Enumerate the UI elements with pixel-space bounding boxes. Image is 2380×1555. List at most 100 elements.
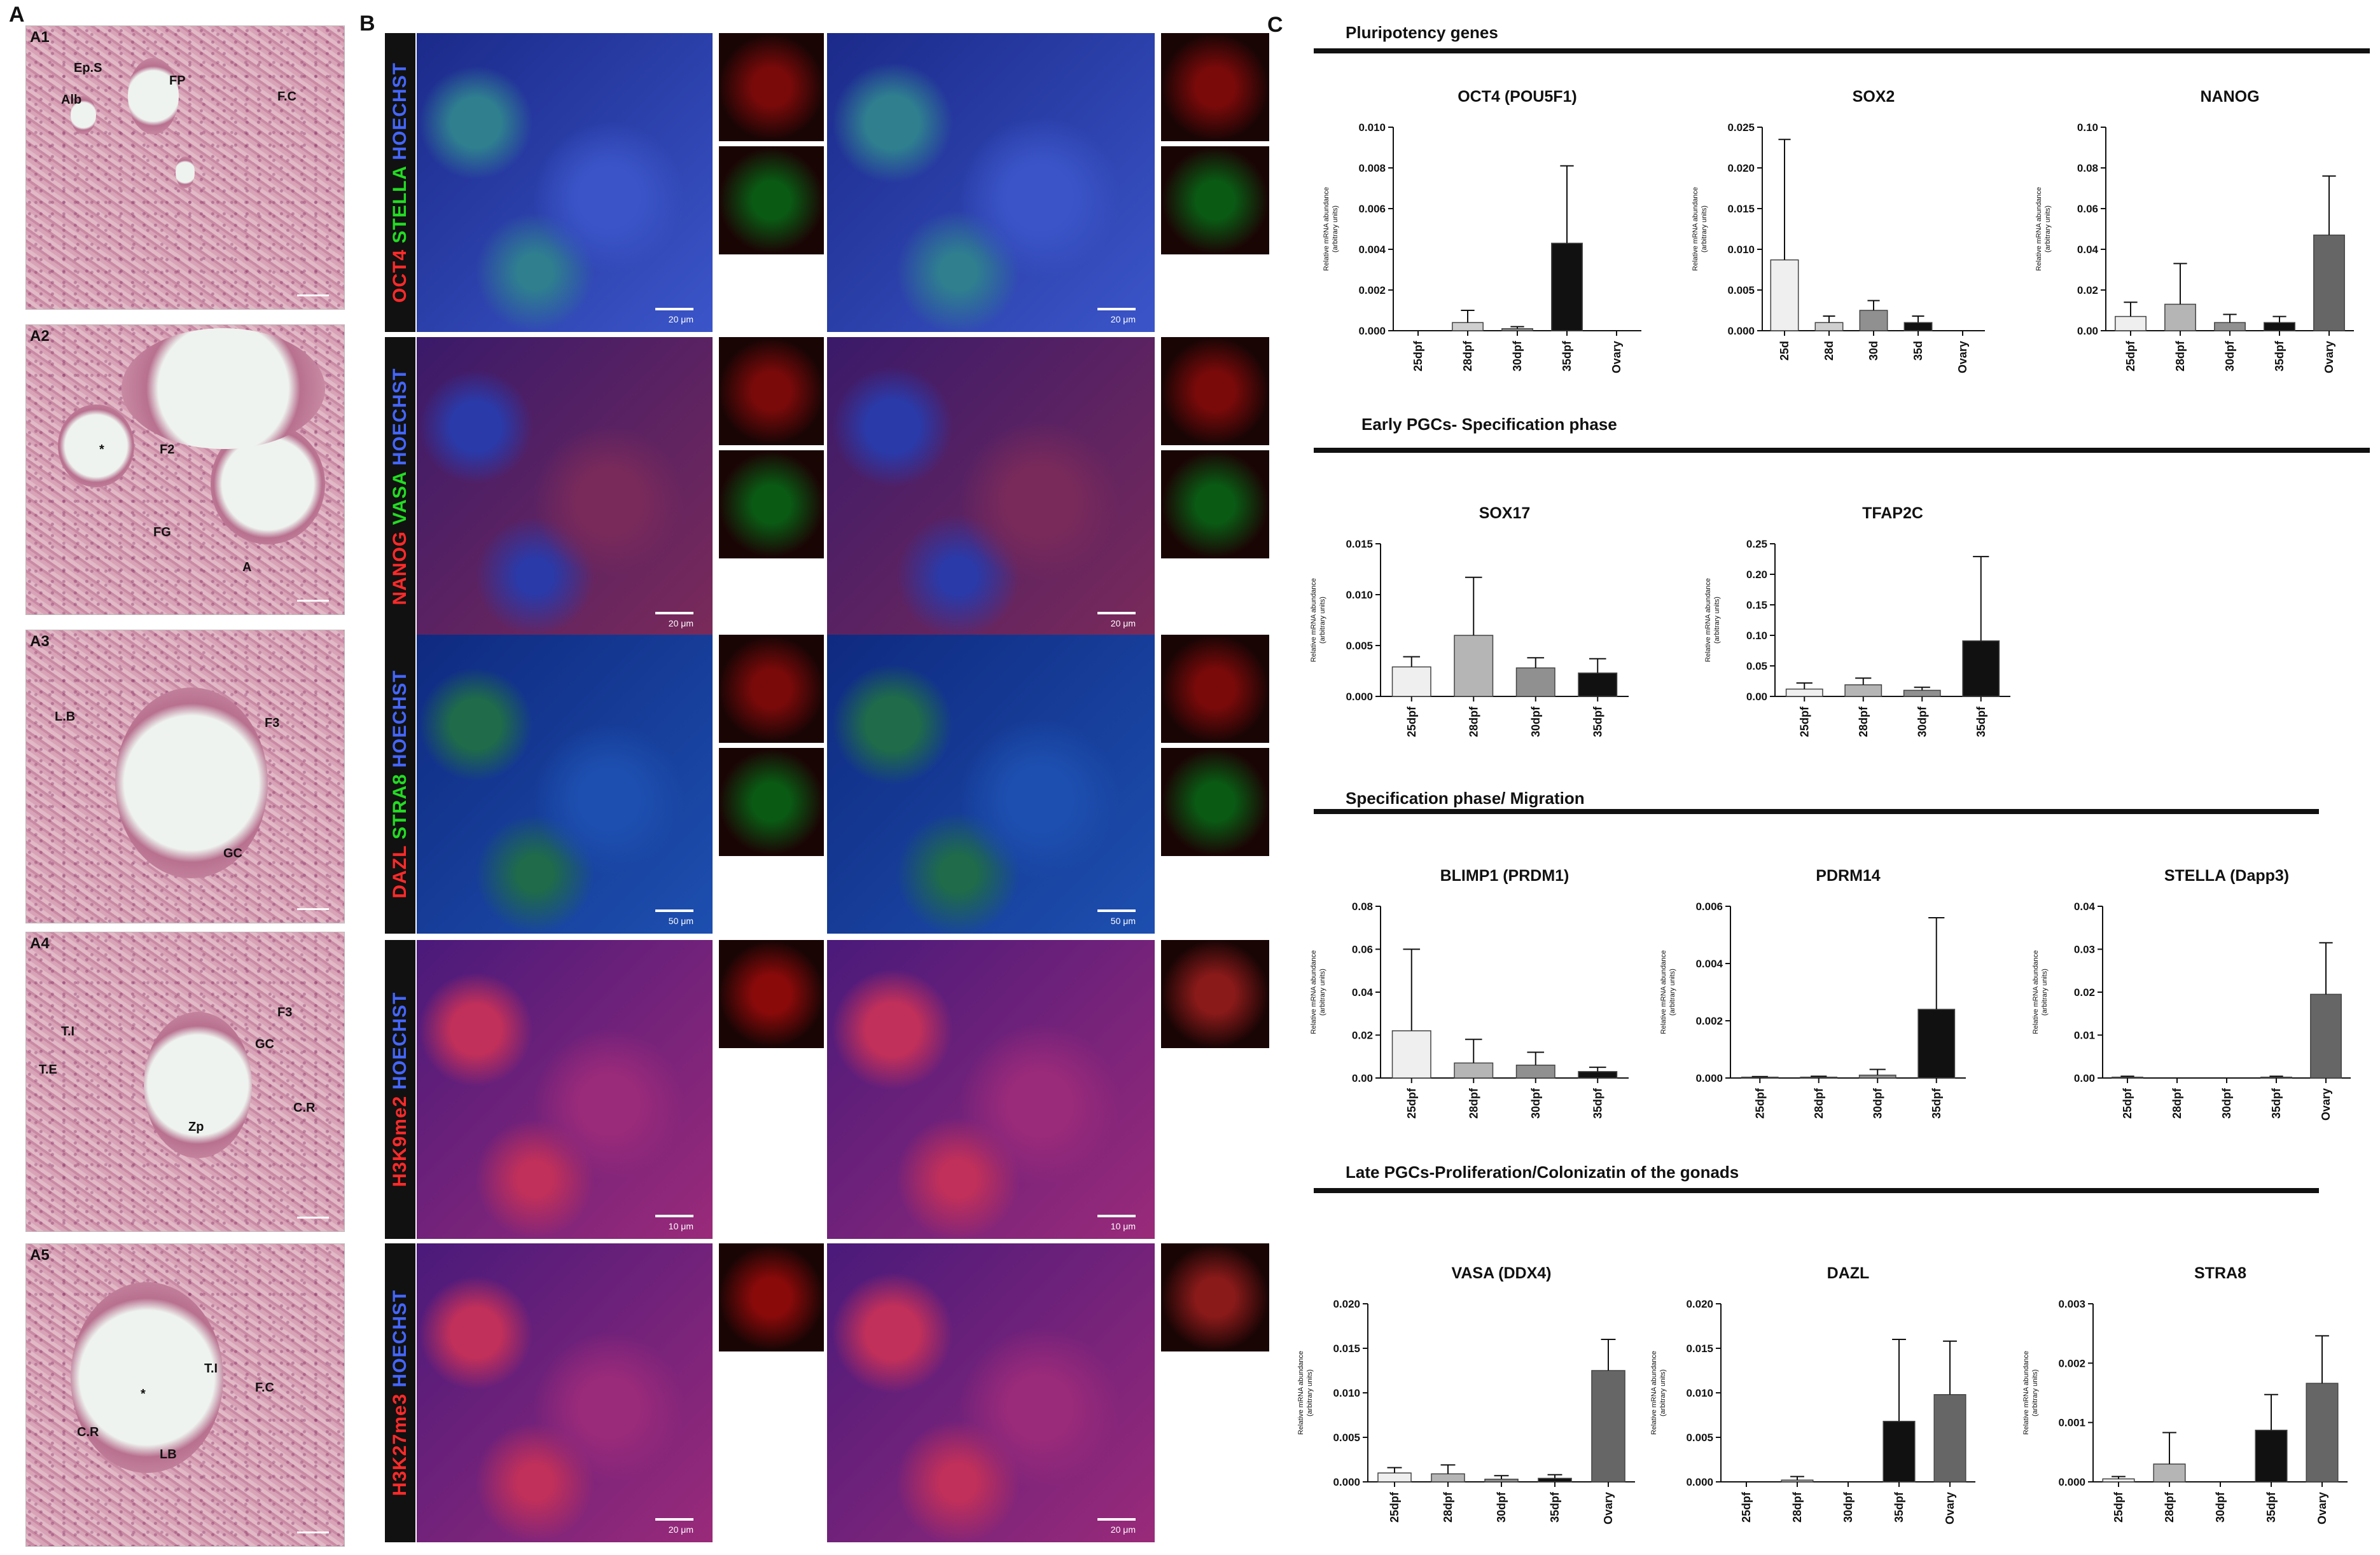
he-micrograph-a5: A5 T.I * F.C C.R LB — [25, 1243, 345, 1547]
x-tick-label: Ovary — [1610, 341, 1623, 373]
stain-label: NANOG VASA HOECHST — [385, 337, 415, 636]
fluorescence-row: NANOG VASA HOECHST 20 μm 20 μm — [385, 337, 1269, 636]
he-structure-label: Ep.S — [74, 61, 102, 75]
follicle-shape — [144, 1012, 252, 1158]
y-tick-label: 0.05 — [1746, 660, 1767, 672]
scale-bar-label: 50 μm — [668, 916, 693, 926]
y-tick-label: 0.02 — [2074, 986, 2095, 999]
he-micrograph-a1: A1 Ep.S FP Alb F.C — [25, 25, 345, 310]
x-tick-label: 25dpf — [1412, 340, 1424, 371]
chart-title: NANOG — [2200, 88, 2259, 106]
single-channel-thumbnail — [1161, 940, 1269, 1048]
bar-chart: BLIMP1 (PRDM1) Relative mRNA abundance (ar… — [1310, 867, 1629, 1119]
chart-title: STELLA (Dapp3) — [2164, 867, 2289, 885]
fluorescence-row: H3K27me3 HOECHST 20 μm 20 μm — [385, 1243, 1269, 1542]
bar — [1551, 242, 1583, 331]
x-tick-label: 35dpf — [2273, 340, 2286, 371]
scale-bar — [297, 1217, 329, 1219]
y-axis-label: Relative mRNA abundance (arbitrary units) — [1692, 187, 1708, 271]
bar — [1431, 1473, 1465, 1482]
he-panel-id: A5 — [30, 1247, 50, 1264]
y-tick-label: 0.015 — [1333, 1343, 1360, 1355]
he-structure-label: F2 — [160, 443, 175, 457]
he-panel-id: A3 — [30, 633, 50, 650]
stain-marker-name: HOECHST — [389, 62, 410, 160]
bar-chart: PDRM14 Relative mRNA abundance (arbitrary … — [1660, 867, 1966, 1119]
y-tick-label: 0.005 — [1686, 1432, 1713, 1444]
he-structure-label: * — [141, 1387, 146, 1401]
x-tick-label: Ovary — [1602, 1492, 1615, 1524]
single-channel-thumbnail — [1161, 337, 1269, 445]
scale-bar-label: 20 μm — [668, 618, 693, 628]
y-tick-label: 0.06 — [1352, 944, 1373, 956]
bar-chart: STRA8 Relative mRNA abundance (arbitrary u… — [2022, 1264, 2348, 1524]
scale-bar — [655, 909, 693, 912]
scale-bar — [297, 908, 329, 910]
scale-bar-label: 20 μm — [1110, 618, 1136, 628]
y-tick-label: 0.02 — [1352, 1030, 1373, 1042]
bar-chart: DAZL Relative mRNA abundance (arbitrary un… — [1650, 1264, 1975, 1524]
he-structure-label: F3 — [265, 716, 280, 730]
he-structure-label: T.I — [61, 1025, 75, 1039]
he-structure-label: FG — [153, 525, 171, 539]
merged-micrograph: 50 μm — [417, 635, 713, 934]
merged-micrograph: 20 μm — [417, 33, 713, 332]
he-micrograph-a3: A3 L.B F3 GC — [25, 630, 345, 923]
x-tick-label: 35dpf — [1561, 340, 1573, 371]
y-axis-label: Relative mRNA abundance (arbitrary units) — [1650, 1351, 1667, 1435]
x-tick-label: 28dpf — [1791, 1491, 1804, 1523]
y-tick-label: 0.020 — [1333, 1298, 1360, 1310]
stain-marker-name: DAZL — [389, 839, 410, 899]
bar — [2313, 234, 2345, 331]
follicle-shape — [122, 328, 325, 449]
chart-title: SOX17 — [1479, 504, 1531, 522]
y-tick-label: 0.020 — [1727, 162, 1755, 174]
he-panel-id: A2 — [30, 328, 50, 345]
scale-bar — [1097, 612, 1136, 614]
y-axis-label: Relative mRNA abundance (arbitrary units) — [1310, 950, 1326, 1034]
scale-bar-label: 20 μm — [668, 314, 693, 324]
stain-marker-name: HOECHST — [389, 368, 410, 466]
y-tick-label: 0.010 — [1333, 1387, 1360, 1399]
section-title-pluripotency: Pluripotency genes — [1346, 23, 1498, 42]
y-tick-label: 0.08 — [2077, 162, 2098, 174]
bar — [1484, 1479, 1519, 1482]
single-channel-thumbnail — [719, 748, 824, 856]
y-tick-label: 0.010 — [1686, 1387, 1713, 1399]
he-structure-label: T.I — [204, 1362, 218, 1376]
y-tick-label: 0.015 — [1727, 203, 1755, 215]
y-axis-label: Relative mRNA abundance (arbitrary units) — [1704, 578, 1721, 662]
x-tick-label: 30dpf — [1842, 1491, 1855, 1523]
x-tick-label: 30dpf — [2223, 340, 2236, 371]
he-structure-label: C.R — [293, 1101, 316, 1115]
section-rule — [1314, 48, 2370, 53]
merged-micrograph-detail: 20 μm — [827, 33, 1155, 332]
scale-bar — [655, 308, 693, 310]
bar — [2310, 993, 2342, 1079]
bar — [1800, 1076, 1838, 1079]
y-tick-label: 0.025 — [1727, 121, 1755, 134]
y-tick-label: 0.000 — [2058, 1476, 2085, 1488]
bar — [2260, 1076, 2292, 1079]
x-tick-label: 25dpf — [1753, 1088, 1766, 1119]
x-tick-label: 25dpf — [1740, 1491, 1753, 1523]
y-tick-label: 0.00 — [1746, 691, 1767, 703]
scale-bar-label: 10 μm — [668, 1221, 693, 1231]
single-channel-thumbnail — [1161, 33, 1269, 141]
x-tick-label: 35dpf — [1591, 1088, 1604, 1119]
single-channel-thumbnail — [719, 146, 824, 254]
x-tick-label: 35dpf — [2265, 1491, 2278, 1523]
he-structure-label: Alb — [61, 93, 82, 107]
x-tick-label: 30dpf — [1916, 706, 1928, 737]
single-channel-thumbnail — [719, 450, 824, 558]
he-structure-label: FP — [169, 74, 186, 88]
y-tick-label: 0.000 — [1686, 1476, 1713, 1488]
panel-letter-a: A — [9, 3, 25, 27]
stain-label: DAZL STRA8 HOECHST — [385, 635, 415, 934]
x-tick-label: 28dpf — [1442, 1491, 1454, 1523]
y-tick-label: 0.15 — [1746, 599, 1767, 611]
merged-micrograph-detail: 20 μm — [827, 337, 1155, 636]
he-micrograph-a4: A4 T.I F3 GC T.E Zp C.R — [25, 932, 345, 1232]
scale-bar — [1097, 308, 1136, 310]
y-tick-label: 0.005 — [1346, 640, 1373, 652]
